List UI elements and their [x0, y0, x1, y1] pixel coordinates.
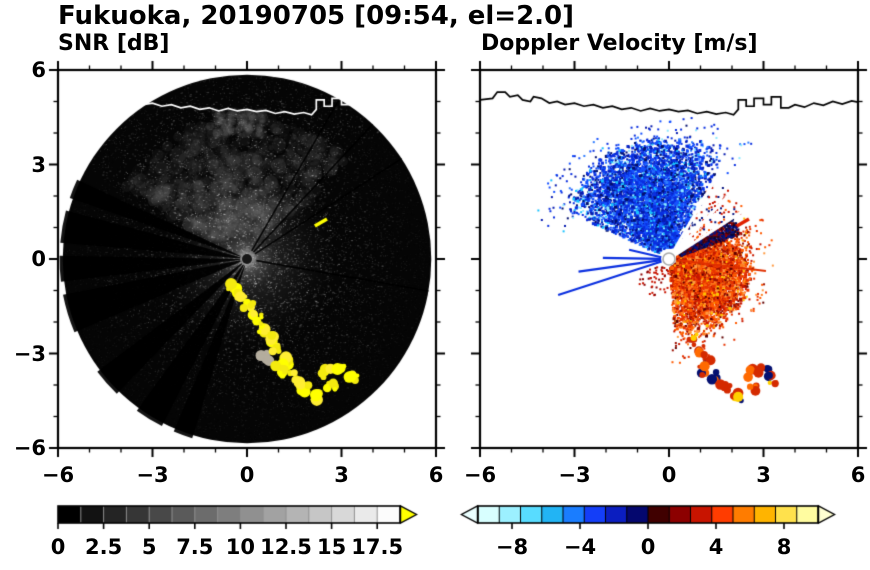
velocity-colorbar-label-0: −8: [495, 535, 529, 559]
velocity-colorbar: [450, 500, 848, 534]
snr-x-tick-label-1: −3: [136, 463, 169, 487]
snr-colorbar-label-3: 7.5: [176, 535, 214, 559]
velocity-x-tick-label-0: −6: [463, 463, 497, 487]
snr-x-tick-label-3: 3: [334, 463, 349, 487]
snr-panel-title: SNR [dB]: [58, 31, 170, 56]
velocity-colorbar-label-2: 0: [640, 535, 656, 559]
snr-colorbar-label-1: 2.5: [84, 535, 123, 559]
snr-x-tick-label-4: 6: [428, 463, 444, 487]
snr-y-tick-label-0: 6: [31, 58, 46, 82]
snr-x-tick-label-2: 0: [239, 463, 255, 487]
velocity-colorbar-label-3: 4: [708, 535, 724, 559]
velocity-x-tick-label-4: 6: [850, 463, 866, 487]
snr-y-tick-label-3: −3: [13, 341, 46, 366]
velocity-colorbar-label-4: 8: [776, 535, 792, 559]
snr-colorbar: [46, 500, 430, 534]
snr-colorbar-label-0: 0: [50, 535, 66, 559]
velocity-radar-plot: [468, 58, 870, 460]
snr-colorbar-label-5: 12.5: [260, 535, 312, 559]
snr-y-tick-label-2: 0: [31, 247, 46, 271]
velocity-x-tick-label-1: −3: [558, 463, 591, 487]
velocity-colorbar-label-1: −4: [563, 535, 597, 559]
snr-colorbar-label-6: 15: [316, 535, 347, 559]
velocity-x-tick-label-3: 3: [756, 463, 771, 487]
snr-colorbar-label-4: 10: [225, 535, 255, 559]
snr-y-tick-label-1: 3: [31, 152, 46, 177]
snr-colorbar-label-2: 5: [141, 535, 157, 559]
velocity-panel-title: Doppler Velocity [m/s]: [481, 31, 758, 56]
figure-title: Fukuoka, 20190705 [09:54, el=2.0]: [58, 1, 575, 31]
snr-radar-plot: [46, 58, 448, 460]
snr-y-tick-label-4: −6: [13, 436, 46, 460]
velocity-x-tick-label-2: 0: [661, 463, 677, 487]
snr-x-tick-label-0: −6: [41, 463, 75, 487]
snr-colorbar-label-7: 17.5: [351, 535, 404, 559]
